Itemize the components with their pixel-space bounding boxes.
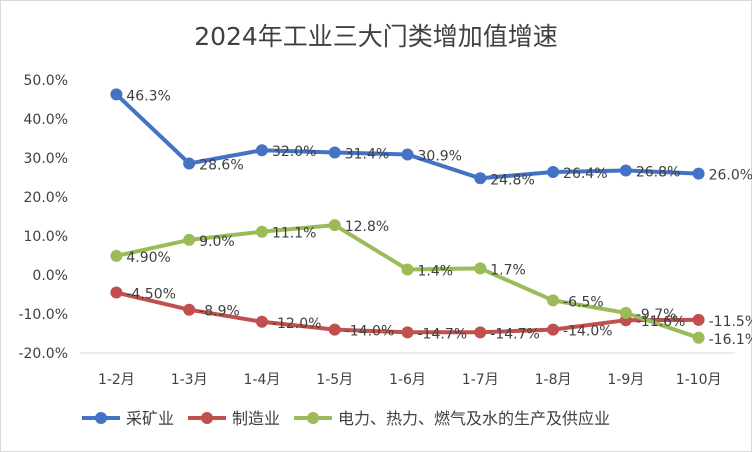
data-point [401, 148, 414, 161]
data-label: 31.4% [345, 147, 389, 163]
x-tick-label: 1-3月 [171, 372, 208, 388]
data-label: -14.0% [563, 324, 613, 340]
data-label: -9.7% [636, 307, 677, 323]
y-tick-label: 0.0% [32, 268, 68, 284]
data-label: 24.8% [490, 172, 534, 188]
y-tick-label: -10.0% [18, 307, 68, 323]
data-point [255, 144, 268, 157]
data-label: -14.0% [345, 324, 395, 340]
data-point [328, 323, 341, 336]
data-label: 28.6% [199, 157, 243, 173]
data-point [255, 315, 268, 328]
data-point [401, 263, 414, 276]
data-label: -11.5% [709, 314, 752, 330]
x-tick-label: 1-5月 [316, 372, 353, 388]
data-point [110, 88, 123, 101]
data-point [692, 331, 705, 344]
data-label: 9.0% [199, 234, 235, 250]
data-point [547, 323, 560, 336]
x-tick-label: 1-10月 [676, 372, 722, 388]
data-point [619, 306, 632, 319]
data-point [183, 303, 196, 316]
y-tick-label: 30.0% [24, 151, 68, 167]
data-label: -14.7% [418, 326, 468, 342]
legend-label: 电力、热力、燃气及水的生产及供应业 [338, 409, 610, 428]
y-tick-label: 20.0% [24, 190, 68, 206]
y-tick-label: -20.0% [18, 346, 68, 362]
data-point [474, 172, 487, 185]
data-point [255, 225, 268, 238]
data-point [619, 164, 632, 177]
data-label: -16.1% [709, 332, 752, 348]
chart-title: 2024年工业三大门类增加值增速 [194, 22, 558, 51]
data-label-layer: 46.3% 28.6% 32.0% 31.4% 30.9% 24.8% 26.4% 26.8%… [126, 88, 752, 347]
data-point [110, 286, 123, 299]
data-point [183, 233, 196, 246]
data-point [474, 326, 487, 339]
data-point [692, 167, 705, 180]
data-label: 32.0% [272, 144, 316, 160]
x-tick-label: 1-4月 [244, 372, 281, 388]
series-layer [110, 88, 705, 344]
legend: 采矿业 制造业 电力、热力、燃气及水的生产及供应业 [82, 409, 610, 428]
data-point [547, 166, 560, 179]
data-label: 26.4% [563, 166, 607, 182]
legend-label: 采矿业 [126, 409, 174, 428]
data-label: -8.9% [199, 304, 240, 320]
data-point [328, 146, 341, 159]
x-axis: 1-2月 1-3月 1-4月 1-5月 1-6月 1-7月 1-8月 1-9月 1-10月 [80, 352, 735, 388]
y-tick-label: 50.0% [24, 73, 68, 89]
data-label: 26.8% [636, 164, 680, 180]
legend-marker [201, 412, 214, 424]
data-label: -4.50% [126, 287, 176, 303]
legend-marker [307, 412, 320, 424]
legend-marker [95, 412, 107, 424]
data-label: 30.9% [418, 148, 462, 164]
data-label: 1.7% [490, 262, 526, 278]
x-tick-label: 1-7月 [462, 372, 499, 388]
data-point [401, 326, 414, 339]
data-point [474, 262, 487, 275]
y-axis: 50.0% 40.0% 30.0% 20.0% 10.0% 0.0% -10.0% -20.0… [18, 73, 68, 362]
legend-label: 制造业 [232, 409, 280, 428]
data-label: 4.90% [126, 250, 170, 266]
data-point [110, 249, 123, 262]
x-tick-label: 1-8月 [535, 372, 572, 388]
data-point [547, 294, 560, 307]
data-label: -14.7% [490, 326, 540, 342]
data-label: -6.5% [563, 294, 604, 310]
data-label: 11.1% [272, 226, 316, 242]
data-label: 12.8% [345, 219, 389, 235]
data-label: 26.0% [709, 168, 752, 184]
data-label: -11.6% [636, 314, 686, 330]
x-tick-label: 1-6月 [389, 372, 426, 388]
x-tick-label: 1-9月 [607, 372, 644, 388]
x-tick-label: 1-2月 [98, 372, 135, 388]
data-point [183, 157, 196, 170]
data-point [328, 219, 341, 232]
data-label: -12.0% [272, 316, 322, 332]
data-label: 1.4% [418, 264, 454, 280]
data-point [692, 313, 705, 326]
y-tick-label: 10.0% [24, 229, 68, 245]
y-tick-label: 40.0% [24, 112, 68, 128]
data-label: 46.3% [126, 88, 170, 104]
